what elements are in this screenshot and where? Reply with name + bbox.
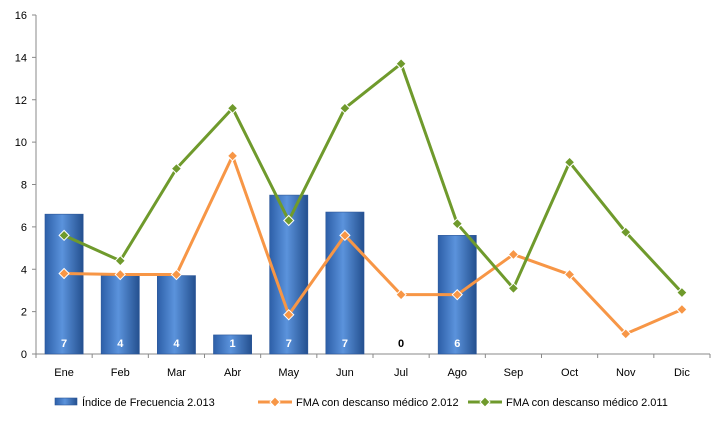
- y-tick-label: 12: [15, 95, 27, 107]
- series-point: [676, 303, 688, 316]
- bar-data-label: 4: [117, 338, 124, 350]
- bar-data-label: 1: [230, 338, 236, 350]
- bar-data-label: 7: [61, 338, 67, 350]
- y-tick-label: 0: [21, 349, 27, 361]
- series-point: [170, 268, 183, 281]
- bar: [213, 334, 252, 355]
- series-point: [58, 229, 70, 242]
- legend-label: Índice de Frecuencia 2.013: [82, 396, 215, 409]
- series-line: [63, 62, 684, 294]
- series-point: [339, 102, 351, 114]
- bar: [157, 275, 196, 355]
- series-point: [620, 226, 632, 238]
- series-point: [114, 255, 126, 267]
- series-point: [563, 156, 576, 168]
- y-tick-label: 14: [15, 52, 27, 64]
- x-tick-label: Ene: [54, 367, 74, 379]
- y-tick-label: 16: [15, 10, 27, 22]
- legend-marker: [479, 396, 491, 408]
- y-tick-label: 8: [21, 180, 27, 192]
- x-tick-label: Abr: [224, 367, 241, 379]
- bar: [100, 275, 140, 355]
- legend-label: FMA con descanso médico 2.011: [506, 397, 668, 409]
- x-tick-label: Dic: [674, 367, 690, 379]
- x-tick-label: Mar: [167, 367, 186, 379]
- series-point: [451, 217, 463, 230]
- x-tick-label: Nov: [616, 367, 636, 379]
- series-point: [507, 248, 520, 261]
- line-series: [58, 58, 688, 340]
- x-tick-label: Jul: [394, 367, 408, 379]
- x-tick-label: May: [278, 367, 299, 379]
- y-tick-label: 10: [15, 137, 27, 149]
- series-point: [676, 286, 688, 299]
- bar-data-label: 4: [173, 338, 180, 350]
- series-point: [395, 288, 407, 301]
- y-tick-label: 4: [21, 264, 27, 276]
- x-tick-label: Feb: [111, 367, 130, 379]
- series-point: [620, 328, 632, 340]
- series-point: [226, 150, 239, 162]
- bar-data-label: 7: [286, 338, 292, 350]
- series-point: [451, 288, 463, 301]
- series-point: [563, 268, 576, 281]
- x-tick-label: Sep: [504, 367, 524, 379]
- y-tick-label: 2: [21, 307, 27, 319]
- bar-data-label: 7: [342, 338, 348, 350]
- series-point: [283, 214, 295, 227]
- legend-swatch: [54, 397, 78, 406]
- series-point: [170, 162, 183, 175]
- legend: Índice de Frecuencia 2.013 FMA con descan…: [54, 396, 668, 409]
- series-point: [283, 309, 295, 321]
- y-tick-label: 6: [21, 222, 27, 234]
- x-tick-label: Oct: [561, 367, 578, 379]
- series-line: [64, 154, 683, 336]
- series-point: [395, 58, 407, 70]
- bar-data-label: 6: [454, 338, 460, 350]
- x-tick-label: Jun: [336, 367, 354, 379]
- series-point: [114, 268, 126, 281]
- legend-label: FMA con descanso médico 2.012: [296, 397, 459, 409]
- series-point: [58, 267, 70, 280]
- bar-data-label: 0: [398, 338, 404, 350]
- legend-marker: [269, 396, 281, 408]
- series-point: [226, 102, 239, 114]
- series-point: [339, 229, 351, 242]
- series-point: [507, 282, 520, 295]
- x-tick-label: Ago: [447, 367, 467, 379]
